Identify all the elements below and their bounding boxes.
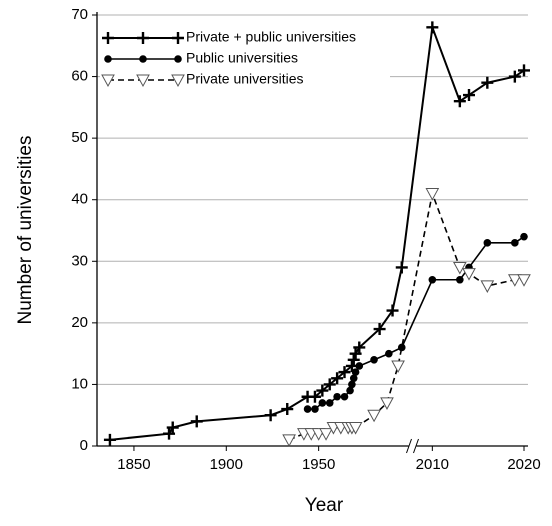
y-tick-label: 40 [71, 191, 88, 208]
marker [311, 405, 319, 413]
legend-label: Private universities [186, 71, 304, 87]
marker [385, 349, 393, 358]
marker [386, 304, 399, 317]
marker [425, 188, 440, 201]
marker [282, 434, 296, 447]
x-tick-label: 1900 [210, 456, 243, 473]
marker [174, 55, 182, 63]
marker [483, 239, 492, 247]
marker [323, 378, 336, 391]
marker [480, 280, 495, 293]
marker [308, 390, 321, 403]
y-tick-label: 50 [71, 129, 88, 146]
legend-bg [100, 28, 390, 48]
marker [453, 95, 466, 108]
y-tick-label: 10 [71, 375, 88, 392]
axis-break-gap [408, 439, 417, 453]
marker [517, 274, 531, 287]
y-tick-label: 70 [71, 6, 88, 23]
marker [190, 415, 203, 428]
marker [333, 392, 341, 401]
marker [325, 399, 334, 407]
marker [163, 427, 176, 440]
marker [456, 275, 464, 284]
marker [319, 428, 333, 441]
marker [481, 76, 494, 89]
marker [462, 268, 476, 281]
marker [166, 421, 179, 434]
marker [349, 347, 362, 360]
marker [520, 232, 528, 241]
marker [349, 374, 358, 383]
marker [353, 341, 366, 354]
marker [346, 386, 354, 395]
y-tick-label: 30 [71, 252, 88, 269]
marker [348, 380, 356, 389]
legend-bg [100, 49, 390, 69]
marker [395, 261, 408, 274]
marker [428, 275, 437, 284]
marker [172, 32, 184, 44]
legend-label: Public universities [186, 50, 298, 66]
y-tick-label: 60 [71, 68, 88, 85]
marker [391, 360, 405, 374]
legend-label: Private + public universities [186, 29, 356, 45]
marker [367, 409, 381, 423]
marker [508, 70, 521, 83]
legend: Private + public universities Public univ… [100, 28, 390, 90]
axis-break [413, 438, 419, 454]
marker [347, 353, 360, 366]
marker [316, 384, 329, 397]
marker [426, 21, 439, 34]
marker [104, 55, 112, 63]
axis-break [406, 438, 412, 454]
marker [318, 399, 327, 407]
marker [264, 409, 277, 422]
marker [137, 32, 149, 44]
x-tick-label: 1850 [117, 456, 150, 473]
marker [463, 89, 475, 102]
x-tick-label: 1950 [302, 456, 335, 473]
y-axis-label: Number of universities [15, 135, 36, 324]
y-tick-label: 20 [71, 314, 88, 331]
marker [101, 74, 115, 88]
marker [331, 372, 344, 385]
x-tick-label: 2010 [416, 456, 449, 473]
marker [397, 343, 406, 352]
marker [373, 323, 386, 336]
marker [136, 74, 150, 88]
marker [452, 261, 467, 275]
marker [103, 433, 116, 446]
marker [355, 362, 364, 370]
marker [370, 356, 378, 364]
marker [340, 392, 349, 401]
marker [348, 422, 363, 435]
marker [338, 366, 351, 379]
marker [380, 397, 394, 410]
y-tick-label: 0 [80, 437, 88, 454]
marker [518, 64, 530, 77]
marker [507, 274, 522, 287]
marker [281, 403, 294, 416]
x-tick-label: 2020 [507, 456, 540, 473]
marker [303, 405, 312, 413]
marker [139, 55, 147, 63]
marker [511, 239, 519, 247]
marker [351, 368, 360, 376]
x-axis-label: Year [305, 495, 344, 516]
marker [171, 74, 185, 88]
marker [102, 32, 114, 44]
